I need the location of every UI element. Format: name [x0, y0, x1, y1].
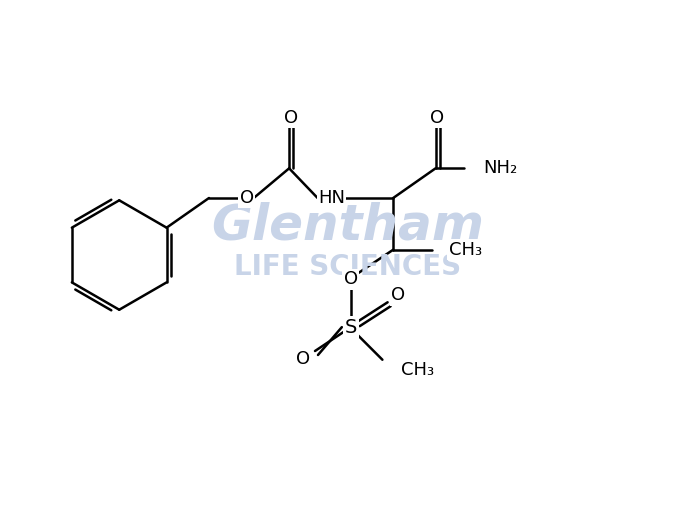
Text: O: O: [344, 270, 358, 289]
Text: O: O: [430, 109, 445, 126]
Text: O: O: [296, 350, 310, 368]
Text: S: S: [345, 318, 357, 336]
Text: NH₂: NH₂: [483, 159, 518, 177]
Text: CH₃: CH₃: [402, 361, 434, 379]
Text: O: O: [391, 287, 406, 304]
Text: LIFE SCIENCES: LIFE SCIENCES: [235, 253, 461, 281]
Text: Glentham: Glentham: [212, 201, 484, 249]
Text: CH₃: CH₃: [449, 241, 482, 259]
Text: HN: HN: [318, 189, 345, 207]
Text: O: O: [284, 109, 298, 126]
Text: O: O: [239, 189, 254, 207]
